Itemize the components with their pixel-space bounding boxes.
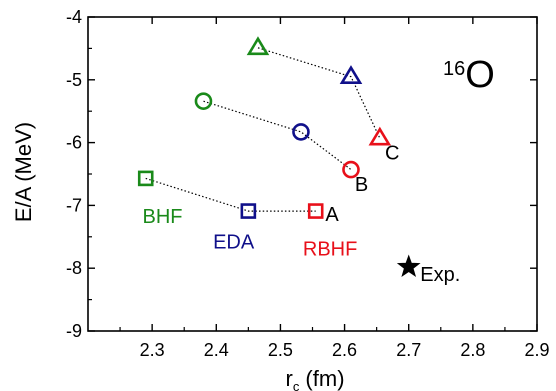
x-tick-label-3: 2.6: [332, 340, 357, 360]
point-rbhf-square: [307, 203, 324, 219]
point-bhf-circle: [194, 92, 213, 110]
nucleus-element: O: [465, 54, 495, 96]
annotations: ABC BHF EDA RBHF Exp.: [143, 143, 461, 286]
point-eda-circle: [292, 123, 310, 141]
point-eda-square: [240, 203, 257, 219]
point-rbhf-triangle: [368, 126, 392, 146]
annotation-bhf: BHF: [143, 206, 183, 228]
y-tick-label-5: -9: [66, 321, 82, 341]
x-tick-label-6: 2.9: [524, 340, 549, 360]
y-tick-label-4: -8: [66, 258, 82, 278]
y-tick-label-3: -7: [66, 195, 82, 215]
x-axis-title-subscript: c: [293, 379, 300, 391]
data-marks: [137, 36, 421, 278]
y-tick-label-0: -4: [66, 7, 82, 27]
annotation-c: C: [385, 143, 399, 165]
point-rbhf-circle: [342, 160, 360, 179]
annotation-eda: EDA: [213, 232, 255, 254]
x-tick-label-0: 2.3: [140, 340, 165, 360]
x-axis-title: rc (fm): [285, 366, 344, 391]
y-axis-title: E/A (MeV): [11, 122, 36, 222]
nucleus-label: 16O: [443, 54, 495, 96]
annotation-a: A: [325, 204, 339, 226]
y-tick-label-1: -5: [66, 70, 82, 90]
y-tick-label-2: -6: [66, 133, 82, 153]
dotted-line-A: [145, 177, 316, 212]
point-eda-triangle: [339, 65, 363, 84]
annotation-rbhf: RBHF: [303, 239, 357, 261]
annotation-b: B: [355, 174, 368, 196]
x-tick-label-5: 2.8: [460, 340, 485, 360]
annotation-exp: Exp.: [420, 264, 460, 286]
axes: 2.3 2.4 2.5 2.6 2.7 2.8 2.9 -4 -5 -6 -7 -8 -9: [66, 7, 550, 360]
x-axis-title-main: r: [285, 366, 292, 391]
x-tick-label-4: 2.7: [396, 340, 421, 360]
point-exp-star: [396, 254, 421, 278]
nucleus-mass-number: 16: [443, 58, 465, 80]
x-tick-label-1: 2.4: [204, 340, 229, 360]
x-axis-title-unit: (fm): [299, 366, 344, 391]
dotted-line-B: [203, 100, 352, 171]
dotted-line-C: [257, 47, 381, 139]
x-tick-label-2: 2.5: [268, 340, 293, 360]
point-bhf-square: [137, 170, 154, 187]
point-bhf-triangle: [246, 36, 270, 56]
